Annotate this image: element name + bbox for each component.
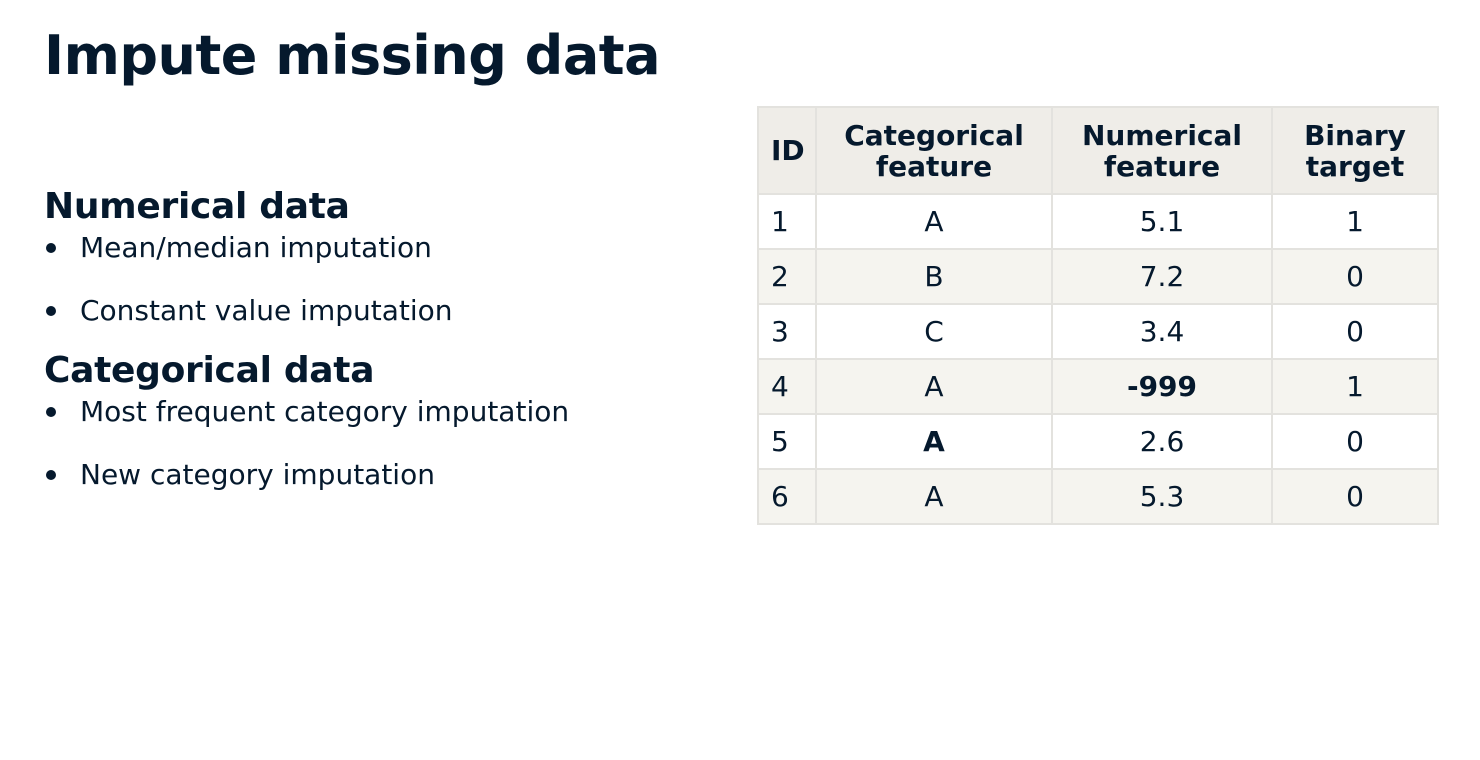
table-cell: A [815,193,1053,250]
bullet-list: Mean/median imputation Constant value im… [44,230,704,329]
table-cell: 3.4 [1051,303,1273,360]
column-header-text: feature [1103,149,1221,183]
list-item: Constant value imputation [44,293,704,329]
column-header-categorical-feature: Categorical feature [815,106,1053,195]
table-cell: 2.6 [1051,413,1273,470]
table-row: 4 A -999 1 [757,358,1439,415]
bullet-icon [46,470,56,480]
table-cell: 6 [757,468,817,525]
column-header-binary-target: Binary target [1271,106,1439,195]
table-cell: 0 [1271,468,1439,525]
column-header-text: Binary [1304,118,1406,152]
table-cell: 5 [757,413,817,470]
table-cell: B [815,248,1053,305]
table-cell: 1 [757,193,817,250]
section-categorical-data: Categorical data Most frequent category … [44,348,704,493]
table-cell: A [815,468,1053,525]
section-heading: Categorical data [44,350,375,391]
page-title: Impute missing data [44,24,661,87]
bullet-icon [46,306,56,316]
bullet-icon [46,243,56,253]
table-cell: 0 [1271,303,1439,360]
table-cell: 5.1 [1051,193,1273,250]
table-row: 2 B 7.2 0 [757,248,1439,305]
table-cell-imputed-category: A [815,413,1053,470]
table-cell: 5.3 [1051,468,1273,525]
section-numerical-data: Numerical data Mean/median imputation Co… [44,184,704,329]
table-cell: 1 [1271,193,1439,250]
column-header-id: ID [757,106,817,195]
bullet-icon [46,407,56,417]
table-row: 3 C 3.4 0 [757,303,1439,360]
column-header-text: feature [875,149,993,183]
list-item-text: Most frequent category imputation [80,395,570,428]
column-header-text: Numerical [1081,118,1243,152]
list-item-text: Constant value imputation [80,294,453,327]
table-header-row: ID Categorical feature Numerical feature… [757,106,1439,195]
table-cell: 7.2 [1051,248,1273,305]
column-header-text: ID [771,134,805,167]
table-cell-missing-placeholder: -999 [1051,358,1273,415]
table-cell: C [815,303,1053,360]
list-item-text: New category imputation [80,458,435,491]
table-cell: A [815,358,1053,415]
table-cell: 4 [757,358,817,415]
list-item-text: Mean/median imputation [80,231,432,264]
table-cell: 3 [757,303,817,360]
table-row: 5 A 2.6 0 [757,413,1439,470]
list-item: Most frequent category imputation [44,394,704,430]
list-item: New category imputation [44,457,704,493]
table-row: 6 A 5.3 0 [757,468,1439,525]
column-header-text: Categorical [844,118,1024,152]
data-table: ID Categorical feature Numerical feature… [757,106,1439,525]
list-item: Mean/median imputation [44,230,704,266]
bullet-list: Most frequent category imputation New ca… [44,394,704,493]
column-header-text: target [1305,149,1405,183]
table-row: 1 A 5.1 1 [757,193,1439,250]
column-header-numerical-feature: Numerical feature [1051,106,1273,195]
table-cell: 0 [1271,248,1439,305]
table-cell: 2 [757,248,817,305]
table-cell: 0 [1271,413,1439,470]
table-cell: 1 [1271,358,1439,415]
section-heading: Numerical data [44,186,350,227]
content-column: Numerical data Mean/median imputation Co… [44,184,704,520]
